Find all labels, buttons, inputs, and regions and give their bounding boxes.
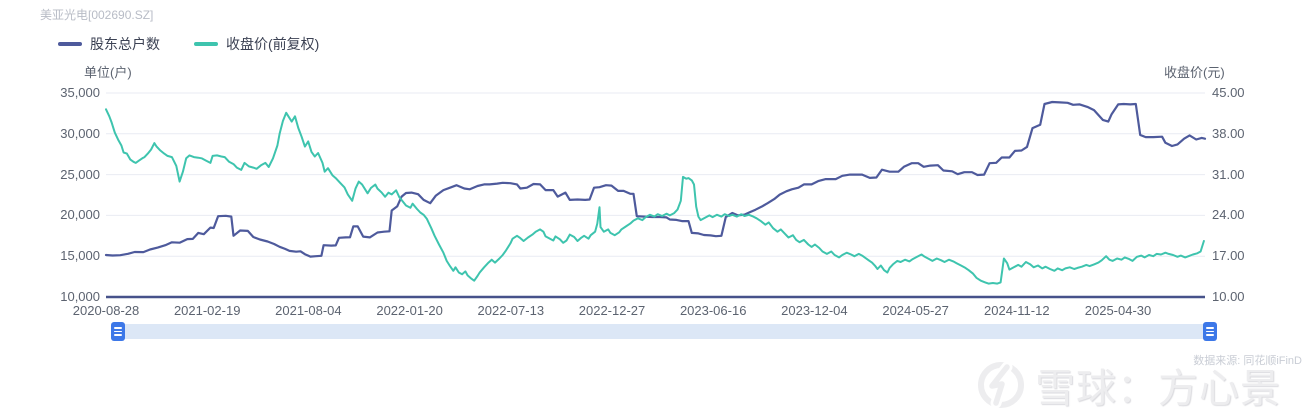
- right-axis-tick-label: 24.00: [1212, 207, 1245, 223]
- legend-item-holders[interactable]: 股东总户数: [58, 34, 160, 54]
- x-axis-tick-label: 2023-06-16: [679, 303, 747, 318]
- datasource-note: 数据来源: 同花顺iFinD: [1193, 355, 1302, 367]
- slider-left-handle-icon[interactable]: [111, 322, 125, 341]
- x-axis-tick-label: 2021-02-19: [173, 303, 241, 318]
- x-axis-tick-label: 2022-12-27: [578, 303, 646, 318]
- date-range-slider-track[interactable]: [115, 324, 1207, 339]
- left-axis-tick-label: 30,000: [60, 125, 100, 141]
- price-line-swatch-icon: [194, 42, 218, 46]
- watermark: 雪球：方心景: [975, 356, 1281, 414]
- left-axis-tick-label: 35,000: [60, 85, 100, 100]
- right-axis-tick-label: 17.00: [1212, 248, 1245, 264]
- x-axis-tick-label: 2023-12-04: [781, 303, 848, 318]
- watermark-text: 雪球：方心景: [1035, 367, 1281, 411]
- holders-line-swatch-icon: [58, 42, 82, 46]
- x-axis-tick-label: 2022-01-20: [376, 303, 443, 318]
- left-axis-tick-label: 15,000: [60, 248, 100, 264]
- x-axis-tick-label: 2021-08-04: [275, 303, 342, 318]
- legend-label-holders: 股东总户数: [90, 36, 160, 52]
- legend-item-price[interactable]: 收盘价(前复权): [194, 34, 319, 54]
- right-axis-tick-label: 31.00: [1212, 166, 1245, 182]
- left-axis-unit-label: 单位(户): [84, 65, 132, 80]
- chart-title: 美亚光电[002690.SZ]: [40, 8, 154, 22]
- right-axis-tick-label: 10.00: [1212, 289, 1245, 304]
- right-axis-tick-label: 45.00: [1212, 85, 1245, 100]
- left-axis-tick-label: 20,000: [60, 207, 100, 223]
- price-series-line: [105, 108, 1205, 285]
- right-axis-tick-label: 38.00: [1212, 125, 1245, 141]
- x-axis-tick-label: 2024-05-27: [882, 303, 949, 318]
- x-axis-tick-label: 2022-07-13: [477, 303, 545, 318]
- x-axis-tick-label: 2025-04-30: [1084, 303, 1152, 318]
- x-axis-tick-label: 2024-11-12: [984, 303, 1050, 318]
- right-axis-unit-label: 收盘价(元): [1164, 65, 1225, 80]
- legend: 股东总户数 收盘价(前复权): [58, 34, 319, 54]
- slider-right-handle-icon[interactable]: [1203, 322, 1217, 341]
- left-axis-tick-label: 25,000: [60, 166, 100, 182]
- legend-label-price: 收盘价(前复权): [226, 36, 320, 52]
- holders-series-line: [104, 100, 1207, 258]
- left-axis-tick-label: 10,000: [60, 289, 100, 304]
- x-axis-tick-label: 2020-08-28: [72, 303, 140, 318]
- snowball-logo-icon: [978, 361, 1024, 409]
